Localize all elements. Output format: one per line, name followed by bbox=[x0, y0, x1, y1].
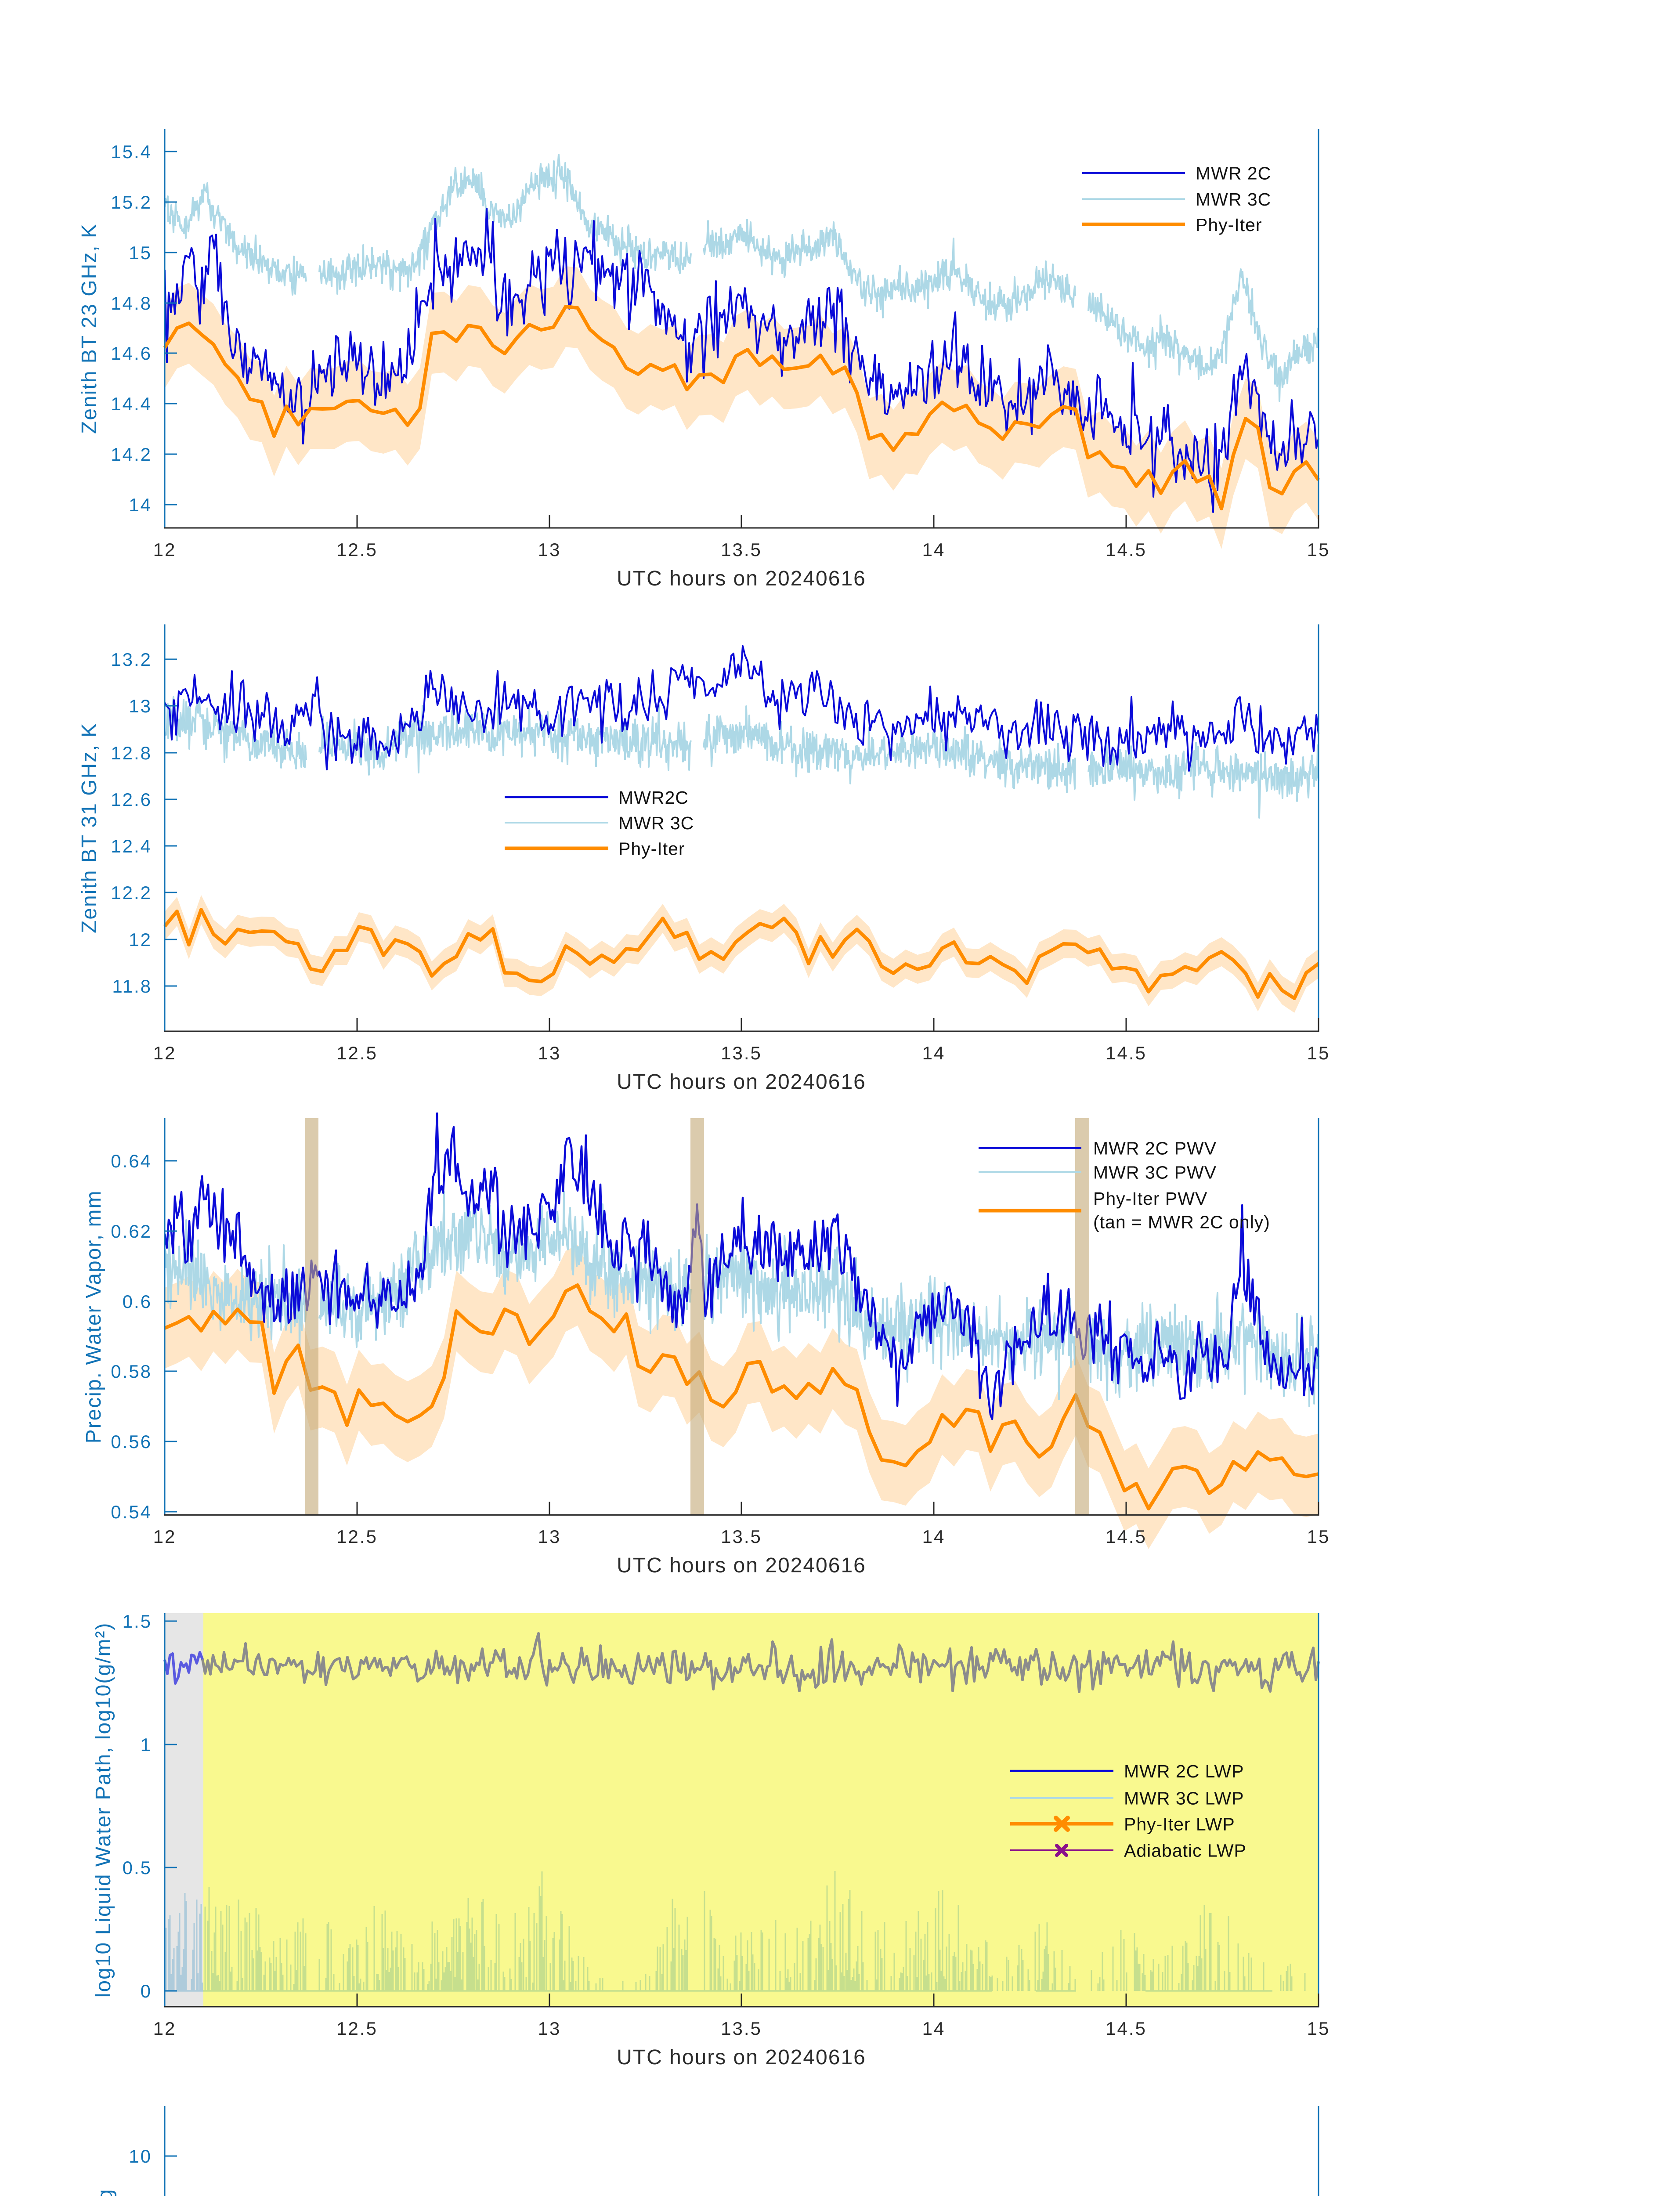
svg-text:1: 1 bbox=[141, 1734, 152, 1755]
svg-text:UTC hours on 20240616: UTC hours on 20240616 bbox=[617, 1554, 866, 1577]
svg-text:12: 12 bbox=[153, 539, 177, 560]
svg-text:MWR 2C: MWR 2C bbox=[1196, 163, 1271, 184]
svg-text:12: 12 bbox=[153, 2018, 177, 2039]
svg-text:0.56: 0.56 bbox=[111, 1431, 152, 1452]
svg-text:13.5: 13.5 bbox=[721, 539, 762, 560]
svg-text:Phy-Iter LWP: Phy-Iter LWP bbox=[1124, 1814, 1235, 1835]
svg-text:0: 0 bbox=[141, 1981, 152, 2001]
svg-text:Phy-Iter PWV: Phy-Iter PWV bbox=[1093, 1188, 1207, 1209]
svg-text:13.2: 13.2 bbox=[111, 649, 152, 670]
svg-text:12.5: 12.5 bbox=[336, 1043, 378, 1063]
svg-text:13: 13 bbox=[538, 2018, 561, 2039]
svg-text:14: 14 bbox=[129, 495, 152, 515]
svg-text:15.4: 15.4 bbox=[111, 141, 152, 162]
svg-text:Phy-Iter: Phy-Iter bbox=[1196, 215, 1262, 235]
svg-text:13.5: 13.5 bbox=[721, 1526, 762, 1547]
svg-text:15: 15 bbox=[1307, 1526, 1330, 1547]
svg-text:UTC hours on 20240616: UTC hours on 20240616 bbox=[617, 567, 866, 590]
svg-text:15: 15 bbox=[1307, 2018, 1330, 2039]
svg-text:12: 12 bbox=[153, 1043, 177, 1063]
svg-text:0.58: 0.58 bbox=[111, 1361, 152, 1382]
svg-text:14.5: 14.5 bbox=[1106, 539, 1147, 560]
svg-text:1.5: 1.5 bbox=[123, 1611, 152, 1632]
svg-text:13: 13 bbox=[538, 539, 561, 560]
svg-text:12.6: 12.6 bbox=[111, 789, 152, 810]
svg-text:13: 13 bbox=[538, 1526, 561, 1547]
svg-text:UTC hours on 20240616: UTC hours on 20240616 bbox=[617, 1070, 866, 1094]
svg-text:12.8: 12.8 bbox=[111, 743, 152, 763]
svg-text:0.6: 0.6 bbox=[123, 1291, 152, 1312]
svg-text:MWR Phy Iter DQ Flag: MWR Phy Iter DQ Flag bbox=[94, 2189, 117, 2196]
svg-text:14.5: 14.5 bbox=[1106, 2018, 1147, 2039]
svg-text:12.5: 12.5 bbox=[336, 539, 378, 560]
svg-text:15: 15 bbox=[1307, 1043, 1330, 1063]
svg-text:MWR 3C PWV: MWR 3C PWV bbox=[1093, 1163, 1217, 1183]
svg-text:14: 14 bbox=[922, 1043, 946, 1063]
svg-text:14.8: 14.8 bbox=[111, 293, 152, 314]
svg-text:MWR 3C LWP: MWR 3C LWP bbox=[1124, 1788, 1244, 1809]
svg-text:log10 Liquid Water Path, log10: log10 Liquid Water Path, log10(g/m²) bbox=[92, 1622, 115, 1998]
svg-text:10: 10 bbox=[129, 2146, 152, 2167]
svg-text:12.5: 12.5 bbox=[336, 2018, 378, 2039]
svg-text:MWR 2C PWV: MWR 2C PWV bbox=[1093, 1138, 1217, 1159]
svg-text:Zenith BT 23 GHz, K: Zenith BT 23 GHz, K bbox=[78, 223, 101, 434]
svg-text:13: 13 bbox=[129, 696, 152, 716]
svg-text:11.8: 11.8 bbox=[112, 976, 152, 997]
svg-text:13: 13 bbox=[538, 1043, 561, 1063]
svg-text:Zenith BT 31 GHz, K: Zenith BT 31 GHz, K bbox=[78, 722, 101, 933]
svg-text:14: 14 bbox=[922, 1526, 946, 1547]
svg-text:14.2: 14.2 bbox=[111, 444, 152, 465]
svg-text:Precip. Water Vapor, mm: Precip. Water Vapor, mm bbox=[82, 1190, 105, 1444]
svg-text:0.62: 0.62 bbox=[111, 1221, 152, 1242]
svg-text:14: 14 bbox=[922, 2018, 946, 2039]
svg-text:0.54: 0.54 bbox=[111, 1502, 152, 1522]
svg-text:14.4: 14.4 bbox=[111, 394, 152, 414]
svg-text:MWR2C: MWR2C bbox=[618, 787, 689, 808]
svg-text:12: 12 bbox=[153, 1526, 177, 1547]
svg-text:15: 15 bbox=[129, 242, 152, 263]
svg-text:13.5: 13.5 bbox=[721, 2018, 762, 2039]
svg-text:15: 15 bbox=[1307, 539, 1330, 560]
svg-text:Phy-Iter: Phy-Iter bbox=[618, 839, 685, 859]
svg-text:0.64: 0.64 bbox=[111, 1151, 152, 1171]
svg-text:12.4: 12.4 bbox=[111, 836, 152, 856]
svg-text:Adiabatic LWP: Adiabatic LWP bbox=[1124, 1841, 1246, 1861]
svg-text:(tan = MWR 2C only): (tan = MWR 2C only) bbox=[1093, 1212, 1270, 1232]
svg-text:14: 14 bbox=[922, 539, 946, 560]
svg-text:14.5: 14.5 bbox=[1106, 1526, 1147, 1547]
svg-text:14.6: 14.6 bbox=[111, 343, 152, 364]
svg-text:MWR 3C: MWR 3C bbox=[1196, 189, 1271, 209]
svg-text:14.5: 14.5 bbox=[1106, 1043, 1147, 1063]
svg-text:12.2: 12.2 bbox=[111, 882, 152, 903]
svg-text:13.5: 13.5 bbox=[721, 1043, 762, 1063]
svg-text:12: 12 bbox=[129, 929, 152, 950]
svg-text:MWR 2C LWP: MWR 2C LWP bbox=[1124, 1761, 1244, 1781]
svg-text:0.5: 0.5 bbox=[123, 1857, 152, 1878]
svg-text:15.2: 15.2 bbox=[111, 192, 152, 213]
svg-text:UTC hours on 20240616: UTC hours on 20240616 bbox=[617, 2046, 866, 2069]
svg-text:12.5: 12.5 bbox=[336, 1526, 378, 1547]
svg-text:MWR 3C: MWR 3C bbox=[618, 813, 694, 833]
